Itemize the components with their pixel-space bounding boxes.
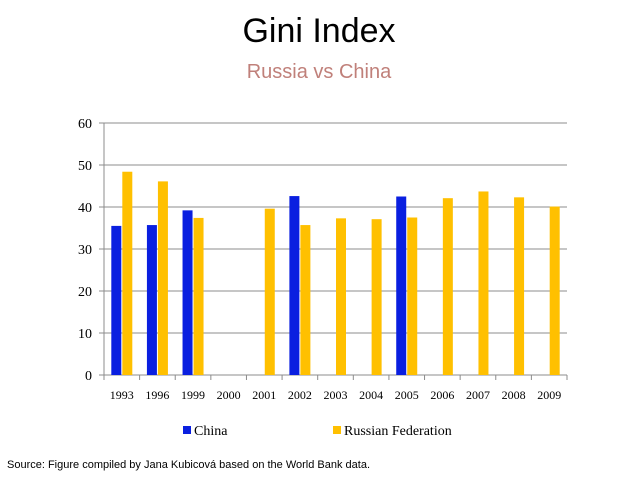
legend-label: Russian Federation xyxy=(344,424,452,439)
bar-russia xyxy=(514,197,525,375)
bar-russia xyxy=(549,206,560,375)
bar-russia xyxy=(336,218,346,375)
legend-swatch xyxy=(333,426,341,434)
source-note: Source: Figure compiled by Jana Kubicová… xyxy=(7,459,371,471)
legend-label: China xyxy=(194,424,228,439)
y-tick-label: 40 xyxy=(78,201,92,216)
bar-russia xyxy=(407,217,418,375)
bar-china xyxy=(146,225,157,375)
bar-china xyxy=(289,196,300,375)
bar-russia xyxy=(264,208,275,375)
bar-russia xyxy=(157,181,168,375)
y-tick-label: 60 xyxy=(78,117,92,132)
x-tick-label: 2008 xyxy=(502,388,526,402)
bar-russia xyxy=(371,219,382,375)
x-tick-label: 1996 xyxy=(145,388,169,402)
bar-china xyxy=(111,225,122,375)
x-tick-label: 2005 xyxy=(395,388,419,402)
x-tick-label: 2004 xyxy=(359,388,383,402)
x-tick-label: 2006 xyxy=(430,388,454,402)
chart-subtitle: Russia vs China xyxy=(246,61,392,83)
bar-russia xyxy=(442,198,453,375)
x-tick-label: 2009 xyxy=(537,388,561,402)
chart-title: Gini Index xyxy=(242,12,396,50)
y-tick-label: 30 xyxy=(78,243,92,258)
bar-china xyxy=(182,210,193,375)
x-tick-label: 2003 xyxy=(324,388,348,402)
legend-swatch xyxy=(183,426,191,434)
y-tick-label: 10 xyxy=(78,327,92,342)
x-tick-label: 1999 xyxy=(181,388,205,402)
x-tick-label: 2002 xyxy=(288,388,312,402)
y-tick-label: 50 xyxy=(78,159,92,174)
bar-china xyxy=(396,196,407,375)
x-tick-label: 2000 xyxy=(217,388,241,402)
bar-russia xyxy=(300,225,311,375)
y-tick-label: 20 xyxy=(78,285,92,300)
y-tick-label: 0 xyxy=(85,369,92,384)
bar-russia xyxy=(478,191,489,375)
x-tick-label: 2007 xyxy=(466,388,490,402)
x-tick-label: 1993 xyxy=(110,388,134,402)
bar-russia xyxy=(122,171,133,375)
x-tick-label: 2001 xyxy=(252,388,276,402)
bar-russia xyxy=(193,217,204,375)
